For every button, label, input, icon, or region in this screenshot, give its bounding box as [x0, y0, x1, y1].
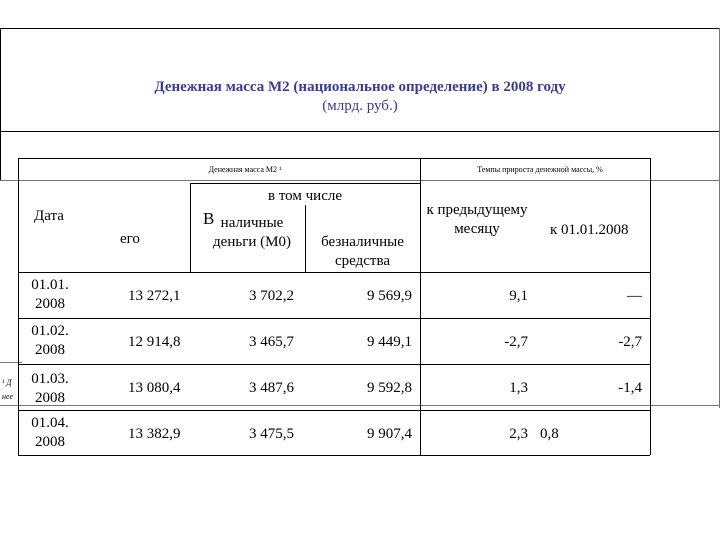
cell-date: 01.01. 2008 [31, 277, 69, 312]
table-border-top [18, 158, 650, 159]
cell-noncash: 9 569,9 [367, 288, 412, 304]
top-frame [0, 28, 720, 132]
footnote-fragment: нее [2, 392, 14, 401]
table-header-bottom [18, 272, 650, 273]
cell-cash: 3 702,2 [249, 288, 294, 304]
frame-bottom-edge [0, 405, 720, 406]
page-title: Денежная масса М2 (национальное определе… [60, 78, 660, 116]
title-text: Денежная масса М2 (национальное определе… [154, 79, 566, 95]
header-prev-month: к предыдущему месяцу [426, 202, 528, 237]
cell-since-jan: — [627, 288, 642, 304]
footnote-fragment: ¹ Д [2, 378, 12, 387]
title-unit: (млрд. руб.) [322, 98, 398, 114]
cell-total: 13 080,4 [128, 380, 181, 396]
table-subheader-line [190, 183, 420, 184]
header-cash: наличные деньги (М0) [213, 215, 291, 250]
table-border-left [18, 158, 19, 455]
header-in-that-number: в том числе [267, 188, 343, 204]
cell-date: 01.04. 2008 [31, 415, 69, 450]
cell-cash: 3 465,7 [249, 334, 294, 350]
cell-prev-month: 2,3 [509, 426, 528, 442]
cell-total: 12 914,8 [128, 334, 181, 350]
cell-cash: 3 475,5 [249, 426, 294, 442]
cell-date: 01.02. 2008 [31, 323, 69, 358]
cell-since-jan: -1,4 [618, 380, 642, 396]
cell-total: 13 272,1 [128, 288, 181, 304]
table-col-divider [190, 183, 191, 272]
frame-divider-short [0, 362, 22, 363]
header-noncash: безналичные средства [321, 234, 404, 269]
table-col-divider [420, 158, 421, 455]
cell-since-jan: 0,8 [540, 426, 559, 442]
cell-date: 01.03. 2008 [31, 371, 69, 406]
table-border-bottom [18, 455, 650, 456]
header-total: его [120, 231, 140, 247]
cell-prev-month: 9,1 [509, 288, 528, 304]
table-border-right [650, 158, 651, 455]
cell-noncash: 9 907,4 [367, 426, 412, 442]
table-col-divider [305, 205, 306, 272]
header-date: Дата [34, 208, 64, 224]
frame-divider [0, 180, 720, 181]
cell-total: 13 382,9 [128, 426, 181, 442]
header-since-jan: к 01.01.2008 [550, 222, 629, 238]
header-cash-prefix: В [203, 209, 215, 228]
header-money-supply: Денежная масса М2 ¹ [208, 165, 282, 174]
table-row-line [18, 410, 650, 411]
left-frame-edge [0, 28, 1, 180]
table-row-line [18, 364, 650, 365]
header-growth-rates: Темпы прироста денежной массы, % [477, 165, 603, 174]
table-row-line [18, 318, 650, 319]
cell-noncash: 9 449,1 [367, 334, 412, 350]
cell-prev-month: -2,7 [504, 334, 528, 350]
cell-since-jan: -2,7 [618, 334, 642, 350]
cell-cash: 3 487,6 [249, 380, 294, 396]
cell-prev-month: 1,3 [509, 380, 528, 396]
cell-noncash: 9 592,8 [367, 380, 412, 396]
